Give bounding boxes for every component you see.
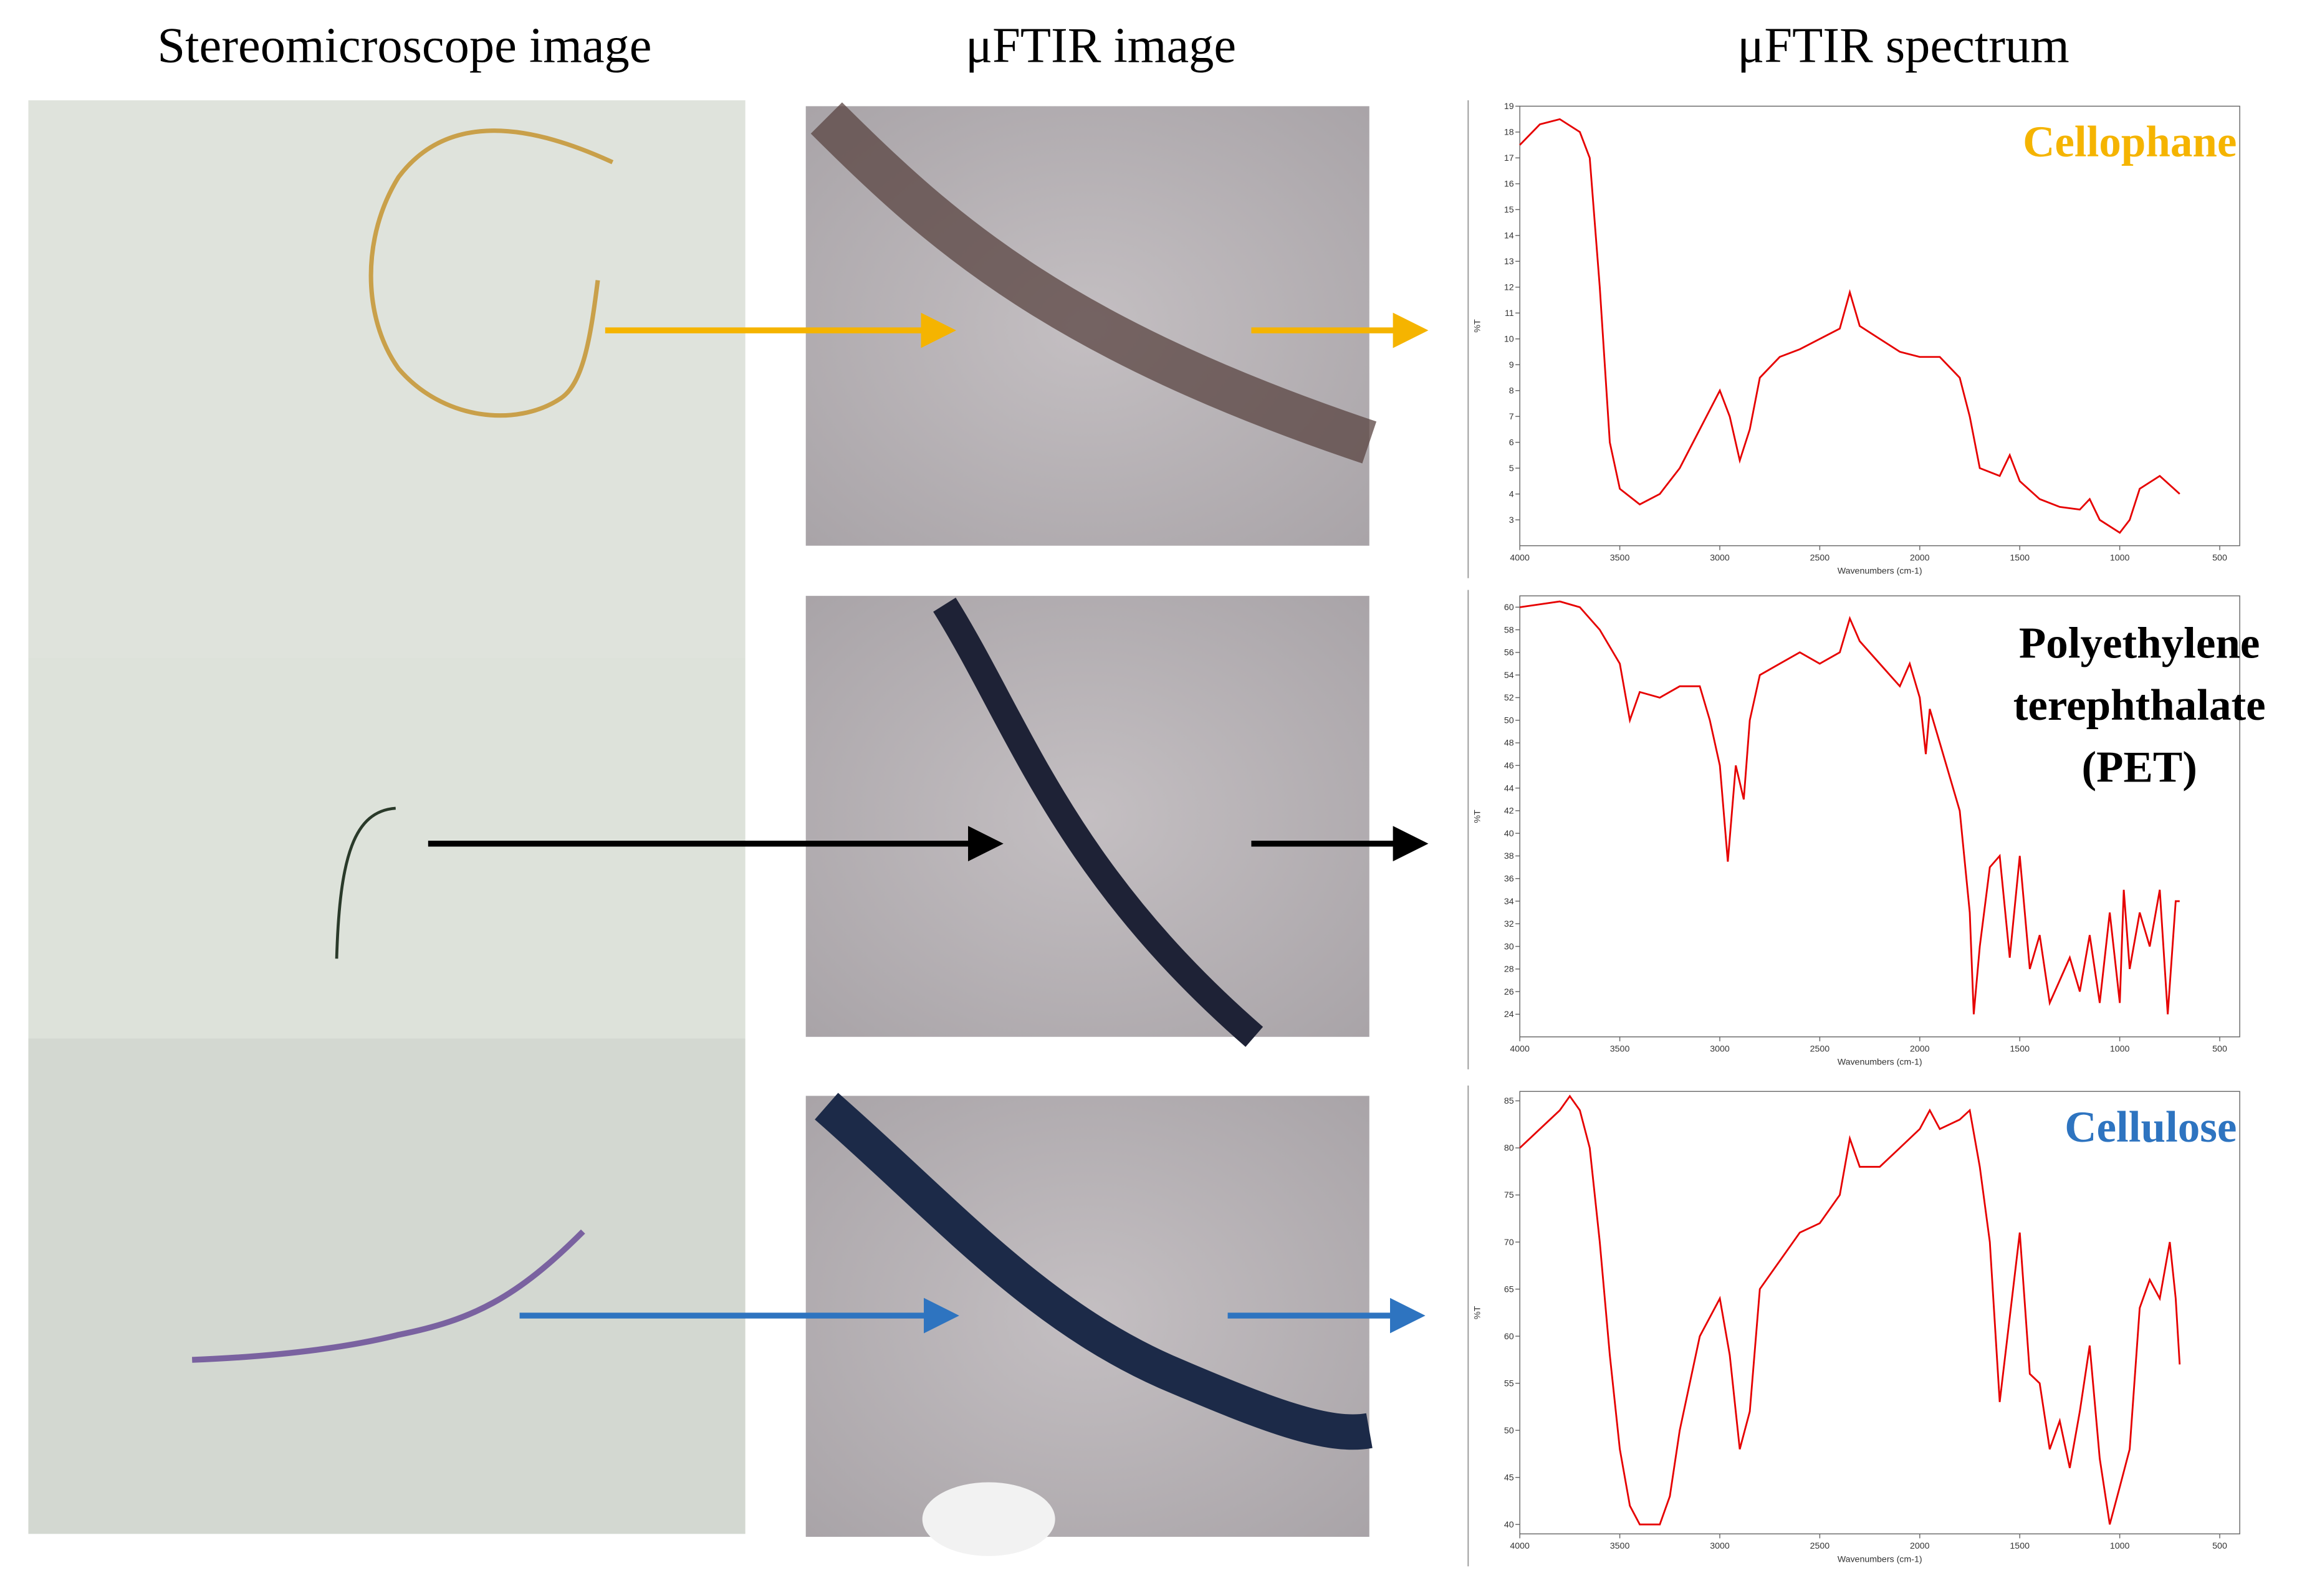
spectrum-label: Cellophane: [2023, 118, 2237, 166]
y-tick-label: 58: [1504, 625, 1514, 635]
y-axis-label: %T: [1472, 319, 1482, 333]
y-tick-label: 28: [1504, 965, 1514, 975]
x-tick-label: 2500: [1810, 553, 1830, 563]
x-tick-label: 1000: [2110, 1044, 2130, 1054]
y-tick-label: 19: [1504, 102, 1514, 112]
x-tick-label: 4000: [1510, 553, 1530, 563]
spectrum-line: [1519, 600, 2180, 1015]
y-tick-label: 46: [1504, 761, 1514, 771]
x-tick-label: 500: [2212, 1541, 2227, 1551]
y-tick-label: 30: [1504, 942, 1514, 952]
y-tick-label: 13: [1504, 257, 1514, 267]
x-tick-label: 500: [2212, 1044, 2227, 1054]
stereo-image: [28, 100, 746, 1534]
y-tick-label: 60: [1504, 1332, 1514, 1342]
y-tick-label: 85: [1504, 1096, 1514, 1106]
y-tick-label: 8: [1509, 386, 1514, 396]
x-axis-label: Wavenumbers (cm-1): [1838, 1058, 1922, 1068]
y-tick-label: 9: [1509, 360, 1514, 370]
x-tick-label: 3000: [1710, 1044, 1730, 1054]
y-tick-label: 7: [1509, 412, 1514, 422]
x-tick-label: 1500: [2010, 553, 2030, 563]
spectrum-label: Cellulose: [2065, 1103, 2237, 1152]
y-tick-label: 40: [1504, 829, 1514, 839]
column-header: Stereomicroscope image: [157, 17, 651, 73]
arrows: [428, 312, 1429, 1334]
y-tick-label: 55: [1504, 1379, 1514, 1388]
spectrum-line: [1519, 118, 2180, 534]
y-tick-label: 16: [1504, 179, 1514, 189]
y-tick-label: 70: [1504, 1238, 1514, 1248]
x-tick-label: 1500: [2010, 1541, 2030, 1551]
plot-frame: [1519, 105, 2240, 547]
y-tick-label: 75: [1504, 1190, 1514, 1200]
spectrum-label: Polyethylene: [2019, 619, 2260, 668]
x-tick-label: 4000: [1510, 1541, 1530, 1551]
x-axis-label: Wavenumbers (cm-1): [1838, 566, 1922, 576]
y-tick-label: 42: [1504, 806, 1514, 816]
x-tick-label: 3500: [1610, 1541, 1630, 1551]
y-tick-label: 36: [1504, 874, 1514, 884]
x-tick-label: 2500: [1810, 1044, 1830, 1054]
y-tick-label: 50: [1504, 715, 1514, 725]
ftir-image: [805, 102, 1377, 1556]
y-tick-label: 26: [1504, 987, 1514, 997]
y-tick-label: 18: [1504, 128, 1514, 138]
x-tick-label: 2000: [1910, 553, 1930, 563]
y-tick-label: 3: [1509, 515, 1514, 525]
x-tick-label: 2000: [1910, 1541, 1930, 1551]
spectrum-line: [1519, 1094, 2181, 1526]
x-tick-label: 2500: [1810, 1541, 1830, 1551]
column-header: μFTIR spectrum: [1737, 17, 2069, 73]
spectrum-label: (PET): [2081, 743, 2197, 791]
y-tick-label: 10: [1504, 335, 1514, 345]
y-tick-label: 24: [1504, 1010, 1514, 1020]
plot-frame: [1519, 595, 2240, 1038]
y-tick-label: 45: [1504, 1473, 1514, 1483]
column-header: μFTIR image: [966, 17, 1236, 73]
x-tick-label: 3000: [1710, 1541, 1730, 1551]
x-tick-label: 4000: [1510, 1044, 1530, 1054]
y-tick-label: 38: [1504, 851, 1514, 861]
y-tick-label: 50: [1504, 1426, 1514, 1436]
x-tick-label: 3500: [1610, 1044, 1630, 1054]
y-tick-label: 65: [1504, 1284, 1514, 1294]
spectrum-label: terephthalate: [2013, 681, 2266, 730]
y-tick-label: 54: [1504, 671, 1514, 681]
x-tick-label: 1500: [2010, 1044, 2030, 1054]
x-tick-label: 3500: [1610, 553, 1630, 563]
y-axis-label: %T: [1472, 810, 1482, 823]
y-tick-label: 4: [1509, 489, 1514, 499]
y-tick-label: 6: [1509, 437, 1514, 447]
y-tick-label: 48: [1504, 738, 1514, 748]
x-tick-label: 3000: [1710, 553, 1730, 563]
x-axis-label: Wavenumbers (cm-1): [1838, 1554, 1922, 1564]
y-tick-label: 5: [1509, 464, 1514, 474]
x-tick-label: 1000: [2110, 553, 2130, 563]
y-axis-label: %T: [1472, 1306, 1482, 1319]
y-tick-label: 17: [1504, 153, 1514, 163]
y-tick-label: 34: [1504, 897, 1514, 907]
y-tick-label: 44: [1504, 783, 1514, 793]
y-tick-label: 80: [1504, 1144, 1514, 1154]
y-tick-label: 52: [1504, 693, 1514, 703]
x-tick-label: 1000: [2110, 1541, 2130, 1551]
y-tick-label: 56: [1504, 648, 1514, 658]
y-tick-label: 12: [1504, 283, 1514, 293]
y-tick-label: 14: [1504, 231, 1514, 241]
x-tick-label: 2000: [1910, 1044, 1930, 1054]
y-tick-label: 15: [1504, 205, 1514, 215]
y-tick-label: 60: [1504, 603, 1514, 613]
y-tick-label: 32: [1504, 919, 1514, 929]
plot-frame: [1519, 1091, 2240, 1535]
y-tick-label: 11: [1505, 308, 1514, 318]
x-tick-label: 500: [2212, 553, 2227, 563]
y-tick-label: 40: [1504, 1520, 1514, 1530]
